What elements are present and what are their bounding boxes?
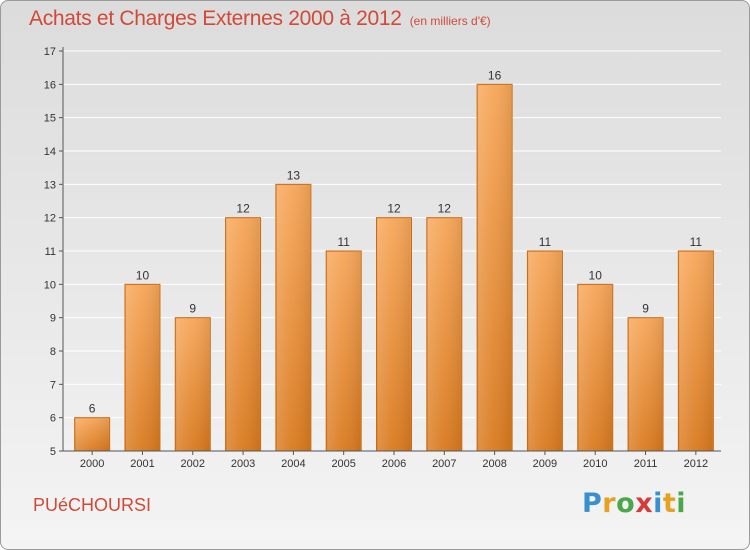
value-label: 11 [539,235,552,249]
value-label: 6 [89,402,96,416]
x-tick-label: 2007 [432,458,456,470]
bar-shine [377,218,411,451]
value-label: 12 [236,202,250,216]
labels: 5 6 7 8 9 10 11 12 13 14 15 16 17 6 2000 10 2001 9 2002 12 2… [44,46,708,470]
value-label: 10 [589,268,603,282]
bar-shine [125,285,159,451]
x-tick-label: 2002 [181,458,205,470]
x-tick-label: 2009 [533,458,557,470]
bars [74,83,714,452]
chart-title: Achats et Charges Externes 2000 à 2012 (e… [29,7,491,31]
bar-shine [478,85,512,451]
x-tick-label: 2001 [130,458,154,470]
y-tick-label: 7 [50,379,56,391]
value-label: 10 [136,268,150,282]
logo-letter: i [653,488,663,519]
bar-shine [276,185,310,452]
bar-shine [629,318,663,451]
x-tick-label: 2010 [583,458,607,470]
y-tick-label: 10 [44,279,56,291]
x-tick-label: 2005 [331,458,355,470]
logo-letter: i [676,488,687,519]
y-tick-label: 6 [50,413,56,425]
logo-letter: r [602,488,617,519]
logo-letter: o [616,488,636,519]
logo-letter: P [582,488,603,519]
logo-letter: x [635,488,654,519]
y-tick-label: 14 [44,146,56,158]
bar-shine [75,418,109,451]
value-label: 9 [642,302,649,316]
x-tick-label: 2004 [281,458,305,470]
y-tick-label: 11 [45,246,56,258]
title-text: Achats et Charges Externes 2000 à 2012 [29,7,402,30]
value-label: 11 [690,235,703,249]
y-tick-label: 8 [50,346,56,358]
y-tick-label: 16 [44,79,56,91]
value-label: 12 [387,202,401,216]
x-tick-label: 2011 [634,458,658,470]
y-tick-label: 17 [44,46,56,58]
bar-shine [578,285,612,451]
proxiti-logo[interactable]: Proxiti [582,488,686,519]
logo-letter: t [662,488,677,519]
value-label: 13 [287,168,301,182]
y-tick-label: 12 [44,213,56,225]
axes [59,47,721,455]
x-tick-label: 2006 [382,458,406,470]
value-label: 16 [488,68,502,82]
y-tick-label: 13 [44,179,56,191]
x-tick-label: 2000 [80,458,104,470]
value-label: 9 [189,302,196,316]
value-label: 12 [438,202,452,216]
bar-shine [327,252,361,451]
bar-shine [528,252,562,451]
bar-shine [427,218,461,451]
bar-shine [226,218,260,451]
x-tick-label: 2012 [684,458,708,470]
x-tick-label: 2003 [231,458,255,470]
x-tick-label: 2008 [482,458,506,470]
y-tick-label: 9 [50,313,56,325]
commune-name: PUéCHOURSI [33,495,152,515]
value-label: 11 [337,235,350,249]
bar-shine [679,252,713,451]
chart-subtitle: (en milliers d'€) [409,14,491,28]
bar-shine [176,318,210,451]
y-tick-label: 5 [50,446,56,458]
y-tick-label: 15 [44,113,56,125]
